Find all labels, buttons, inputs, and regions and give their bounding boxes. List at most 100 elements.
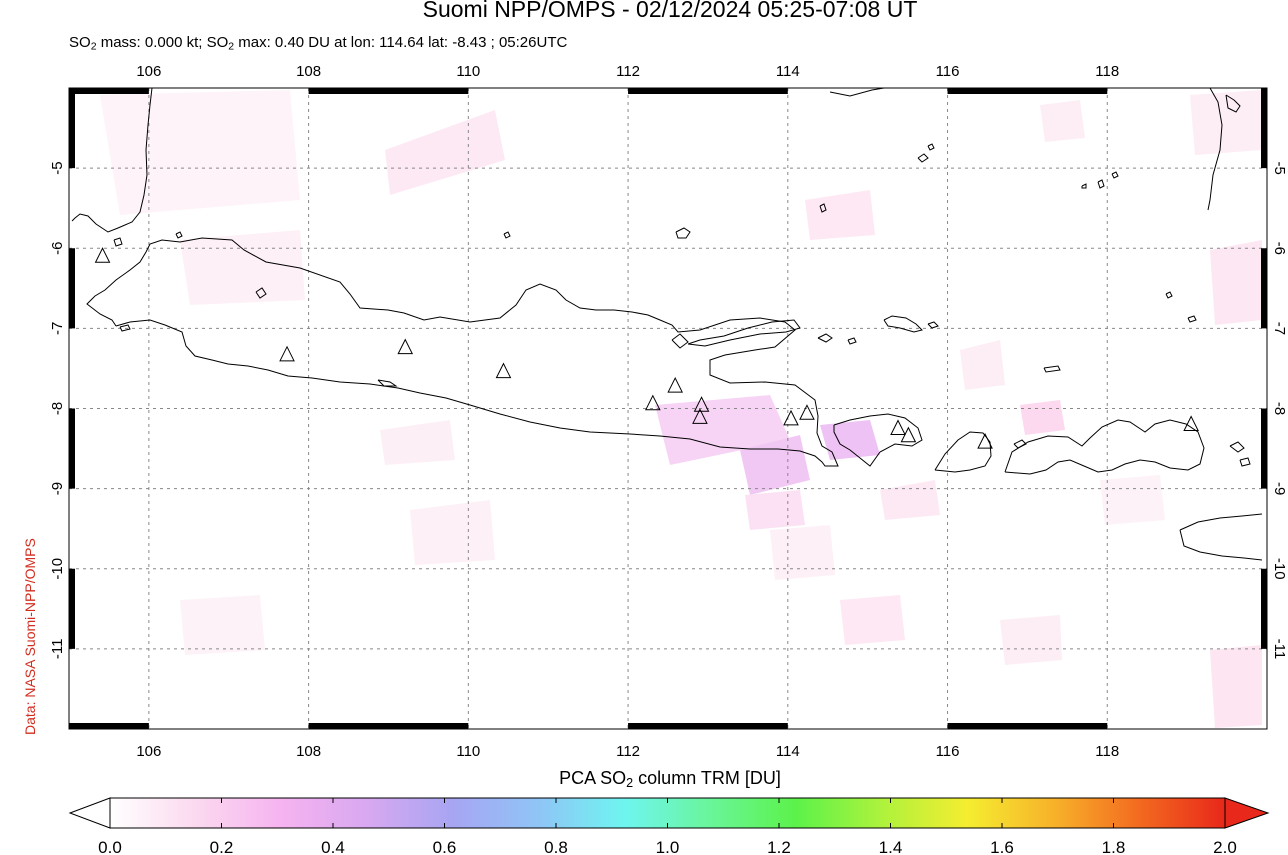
- frame-bar-top: [947, 88, 1108, 94]
- frame-bar-right: [1261, 568, 1267, 649]
- madura-island: [687, 319, 801, 347]
- volcano-triangle-icon: [900, 426, 917, 443]
- lon-label-bottom: 110: [456, 743, 480, 760]
- so2-patch: [410, 500, 495, 565]
- so2-patch: [385, 110, 505, 195]
- frame-bar-left: [69, 408, 75, 489]
- volcano-triangle-icon: [645, 394, 661, 411]
- lat-label-left: -10: [49, 558, 66, 580]
- small-island: [1013, 439, 1027, 449]
- lat-label-right: -6: [1271, 242, 1288, 255]
- kalimantan-coast: [829, 88, 1223, 211]
- lon-label-bottom: 106: [136, 743, 161, 760]
- lon-label-bottom: 114: [776, 743, 800, 760]
- volcano-triangle-icon: [495, 362, 512, 379]
- frame-bar-left: [69, 88, 75, 169]
- lat-label-left: -7: [49, 322, 66, 335]
- axis-labels: 106 106 108 108 110 110 112 112 114 114 116 116 118 1…: [49, 63, 1288, 760]
- small-island: [1187, 315, 1197, 323]
- lon-label-top: 112: [616, 63, 640, 80]
- lon-label-bottom: 116: [936, 743, 960, 760]
- colorbar-tick-label: 0.2: [210, 838, 234, 855]
- small-island: [1111, 171, 1119, 179]
- so2-patch: [1100, 475, 1165, 525]
- lat-label-left: -5: [49, 161, 66, 174]
- so2-patch: [770, 525, 835, 580]
- colorbar-under-arrow: [68, 797, 111, 829]
- small-island: [119, 324, 131, 332]
- lon-label-top: 108: [296, 63, 321, 80]
- gridlines: [69, 88, 1267, 729]
- small-island: [917, 153, 929, 163]
- so2-patch: [1000, 615, 1062, 665]
- small-island: [927, 321, 939, 329]
- colorbar-title: PCA SO2 column TRM [DU]: [559, 768, 781, 791]
- kangean-islands: [883, 315, 923, 333]
- small-island: [671, 333, 689, 349]
- frame-bar-right: [1261, 88, 1267, 169]
- bali-coast: [833, 413, 923, 467]
- lat-label-left: -9: [49, 482, 66, 495]
- small-island: [927, 143, 935, 151]
- small-island: [819, 203, 827, 213]
- lat-label-right: -5: [1271, 161, 1288, 174]
- bawean-island: [675, 227, 691, 239]
- volcano-triangle-icon: [667, 376, 683, 393]
- nusa-penida: [1225, 94, 1241, 113]
- so2-patch: [745, 490, 805, 530]
- volcano-triangle-icon: [1183, 415, 1199, 432]
- so2-patch: [1020, 400, 1065, 435]
- frame-bar-left: [69, 248, 75, 329]
- lat-label-right: -11: [1271, 639, 1288, 660]
- lat-label-left: -6: [49, 242, 66, 255]
- lat-label-right: -9: [1271, 482, 1288, 495]
- lombok-coast: [934, 431, 992, 473]
- colorbar: 0.0 0.2 0.4 0.6 0.8 1.0 1.2 1.4 1.6 1.8 2.0: [68, 797, 1270, 855]
- so2-patch: [960, 340, 1005, 390]
- small-island: [1165, 291, 1173, 299]
- lat-label-right: -7: [1271, 322, 1288, 335]
- colorbar-tick-label: 0.0: [98, 838, 122, 855]
- lat-label-right: -8: [1271, 402, 1288, 415]
- colorbar-ticks: 0.0 0.2 0.4 0.6 0.8 1.0 1.2 1.4 1.6 1.8 2.0: [98, 798, 1237, 855]
- colorbar-tick-label: 2.0: [1213, 838, 1237, 855]
- volcano-triangle-icon: [94, 247, 111, 263]
- so2-summary: SO2 mass: 0.000 kt; SO2 max: 0.40 DU at …: [69, 34, 568, 53]
- so2-patch: [1040, 100, 1085, 142]
- frame-bar-top: [69, 88, 149, 94]
- so2-patch: [805, 190, 875, 240]
- colorbar-tick-label: 1.2: [767, 838, 791, 855]
- small-island: [175, 231, 183, 239]
- map-title: Suomi NPP/OMPS - 02/12/2024 05:25-07:08 …: [422, 0, 918, 22]
- coastlines: [71, 88, 1263, 561]
- colorbar-tick-label: 1.4: [879, 838, 903, 855]
- small-island: [1239, 457, 1251, 467]
- so2-patch: [655, 395, 790, 465]
- so2-patch: [180, 230, 305, 305]
- so2-patch: [100, 90, 300, 215]
- lat-label-left: -8: [49, 402, 66, 415]
- small-island: [1097, 179, 1105, 189]
- volcano-triangle-icon: [279, 345, 295, 362]
- lat-label-right: -10: [1271, 558, 1288, 580]
- lon-label-top: 118: [1095, 63, 1119, 80]
- lon-label-top: 116: [936, 63, 960, 80]
- volcano-triangle-icon: [783, 409, 799, 426]
- frame-bar-left: [69, 568, 75, 649]
- lon-label-top: 114: [776, 63, 800, 80]
- small-island: [113, 237, 123, 247]
- so2-patch: [180, 595, 265, 655]
- lon-label-top: 106: [136, 63, 161, 80]
- colorbar-over-arrow: [1224, 797, 1270, 829]
- lon-label-top: 110: [456, 63, 480, 80]
- sumbawa-coast: [1004, 419, 1205, 475]
- lat-label-left: -11: [49, 639, 66, 660]
- lon-label-bottom: 118: [1095, 743, 1119, 760]
- frame-bar-bottom: [947, 723, 1108, 729]
- frame-bar-right: [1261, 248, 1267, 329]
- lon-label-bottom: 112: [616, 743, 640, 760]
- volcano-triangle-icon: [799, 404, 815, 420]
- frame-bar-top: [308, 88, 469, 94]
- frame-bar-bottom: [69, 723, 149, 729]
- volcano-triangle-icon: [397, 338, 414, 355]
